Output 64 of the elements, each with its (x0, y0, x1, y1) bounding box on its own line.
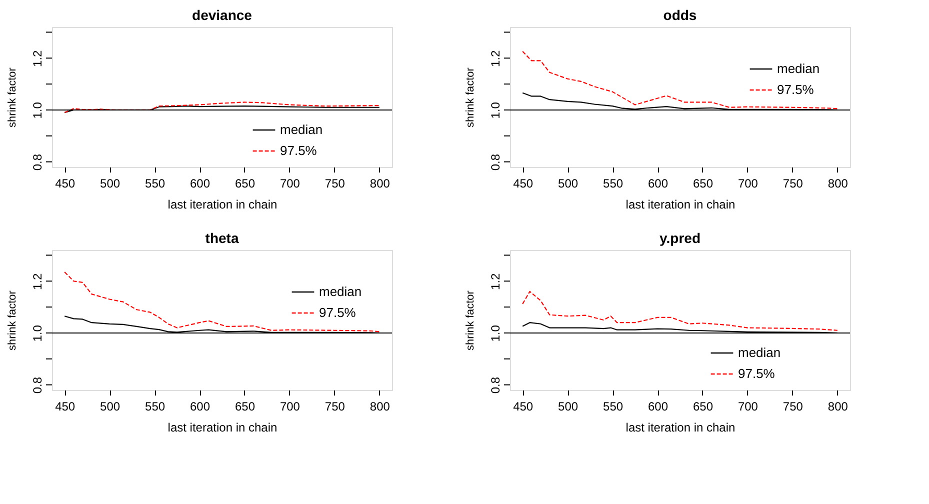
x-tick-label: 700 (280, 400, 300, 414)
x-axis-title: last iteration in chain (168, 198, 278, 212)
x-tick-label: 550 (603, 400, 624, 414)
x-tick-label: 800 (828, 400, 848, 414)
x-tick-label: 450 (55, 400, 76, 414)
x-tick-label: 800 (370, 400, 390, 414)
chart-title: deviance (192, 7, 252, 23)
x-tick-label: 600 (190, 400, 210, 414)
x-tick-label: 700 (738, 176, 758, 190)
chart-title: theta (205, 230, 239, 246)
x-axis-title: last iteration in chain (626, 420, 736, 434)
x-tick-label: 500 (100, 400, 120, 414)
x-tick-label: 450 (513, 400, 534, 414)
legend-label: median (319, 284, 362, 299)
y-tick-label: 1.0 (30, 324, 44, 342)
y-tick-label: 1.2 (30, 272, 44, 290)
x-tick-label: 750 (782, 400, 804, 414)
x-tick-label: 450 (55, 176, 76, 190)
x-tick-label: 600 (648, 400, 668, 414)
y-tick-label: 1.0 (488, 324, 502, 342)
chart-title: y.pred (660, 230, 700, 246)
legend-label: 97.5% (777, 82, 814, 97)
legend-label: median (280, 122, 323, 137)
x-tick-label: 700 (738, 400, 758, 414)
x-tick-label: 750 (324, 176, 346, 190)
y-axis-title: shrink factor (464, 290, 476, 350)
y-tick-label: 1.0 (30, 102, 44, 119)
legend-label: 97.5% (280, 143, 318, 158)
legend-label: median (777, 61, 820, 76)
x-tick-label: 500 (100, 176, 120, 190)
x-tick-label: 750 (782, 176, 804, 190)
y-tick-label: 1.0 (488, 102, 502, 119)
y-axis-title: shrink factor (464, 67, 476, 128)
y-tick-label: 0.8 (488, 154, 502, 171)
x-tick-label: 550 (145, 400, 166, 414)
x-tick-label: 800 (828, 176, 848, 190)
x-tick-label: 650 (234, 176, 256, 190)
x-tick-label: 550 (145, 176, 166, 190)
x-tick-label: 750 (324, 400, 346, 414)
y-tick-label: 1.2 (30, 50, 44, 67)
y-tick-label: 1.2 (488, 272, 502, 290)
x-tick-label: 650 (692, 400, 714, 414)
x-tick-label: 600 (190, 176, 210, 190)
legend-label: 97.5% (738, 366, 776, 381)
x-axis-title: last iteration in chain (168, 420, 278, 434)
y-tick-label: 0.8 (30, 376, 44, 394)
legend-label: median (738, 345, 781, 360)
x-tick-label: 450 (513, 176, 534, 190)
y-axis-title: shrink factor (6, 67, 18, 128)
x-axis-title: last iteration in chain (626, 198, 736, 212)
x-tick-label: 500 (558, 400, 578, 414)
x-tick-label: 600 (648, 176, 668, 190)
x-tick-label: 800 (370, 176, 390, 190)
y-tick-label: 0.8 (488, 376, 502, 394)
x-tick-label: 500 (558, 176, 578, 190)
x-tick-label: 650 (692, 176, 714, 190)
y-axis-title: shrink factor (6, 290, 18, 350)
y-tick-label: 0.8 (30, 154, 44, 171)
y-tick-label: 1.2 (488, 50, 502, 67)
x-tick-label: 650 (234, 400, 256, 414)
x-tick-label: 700 (280, 176, 300, 190)
legend-label: 97.5% (319, 305, 356, 320)
x-tick-label: 550 (603, 176, 624, 190)
chart-title: odds (663, 7, 697, 23)
